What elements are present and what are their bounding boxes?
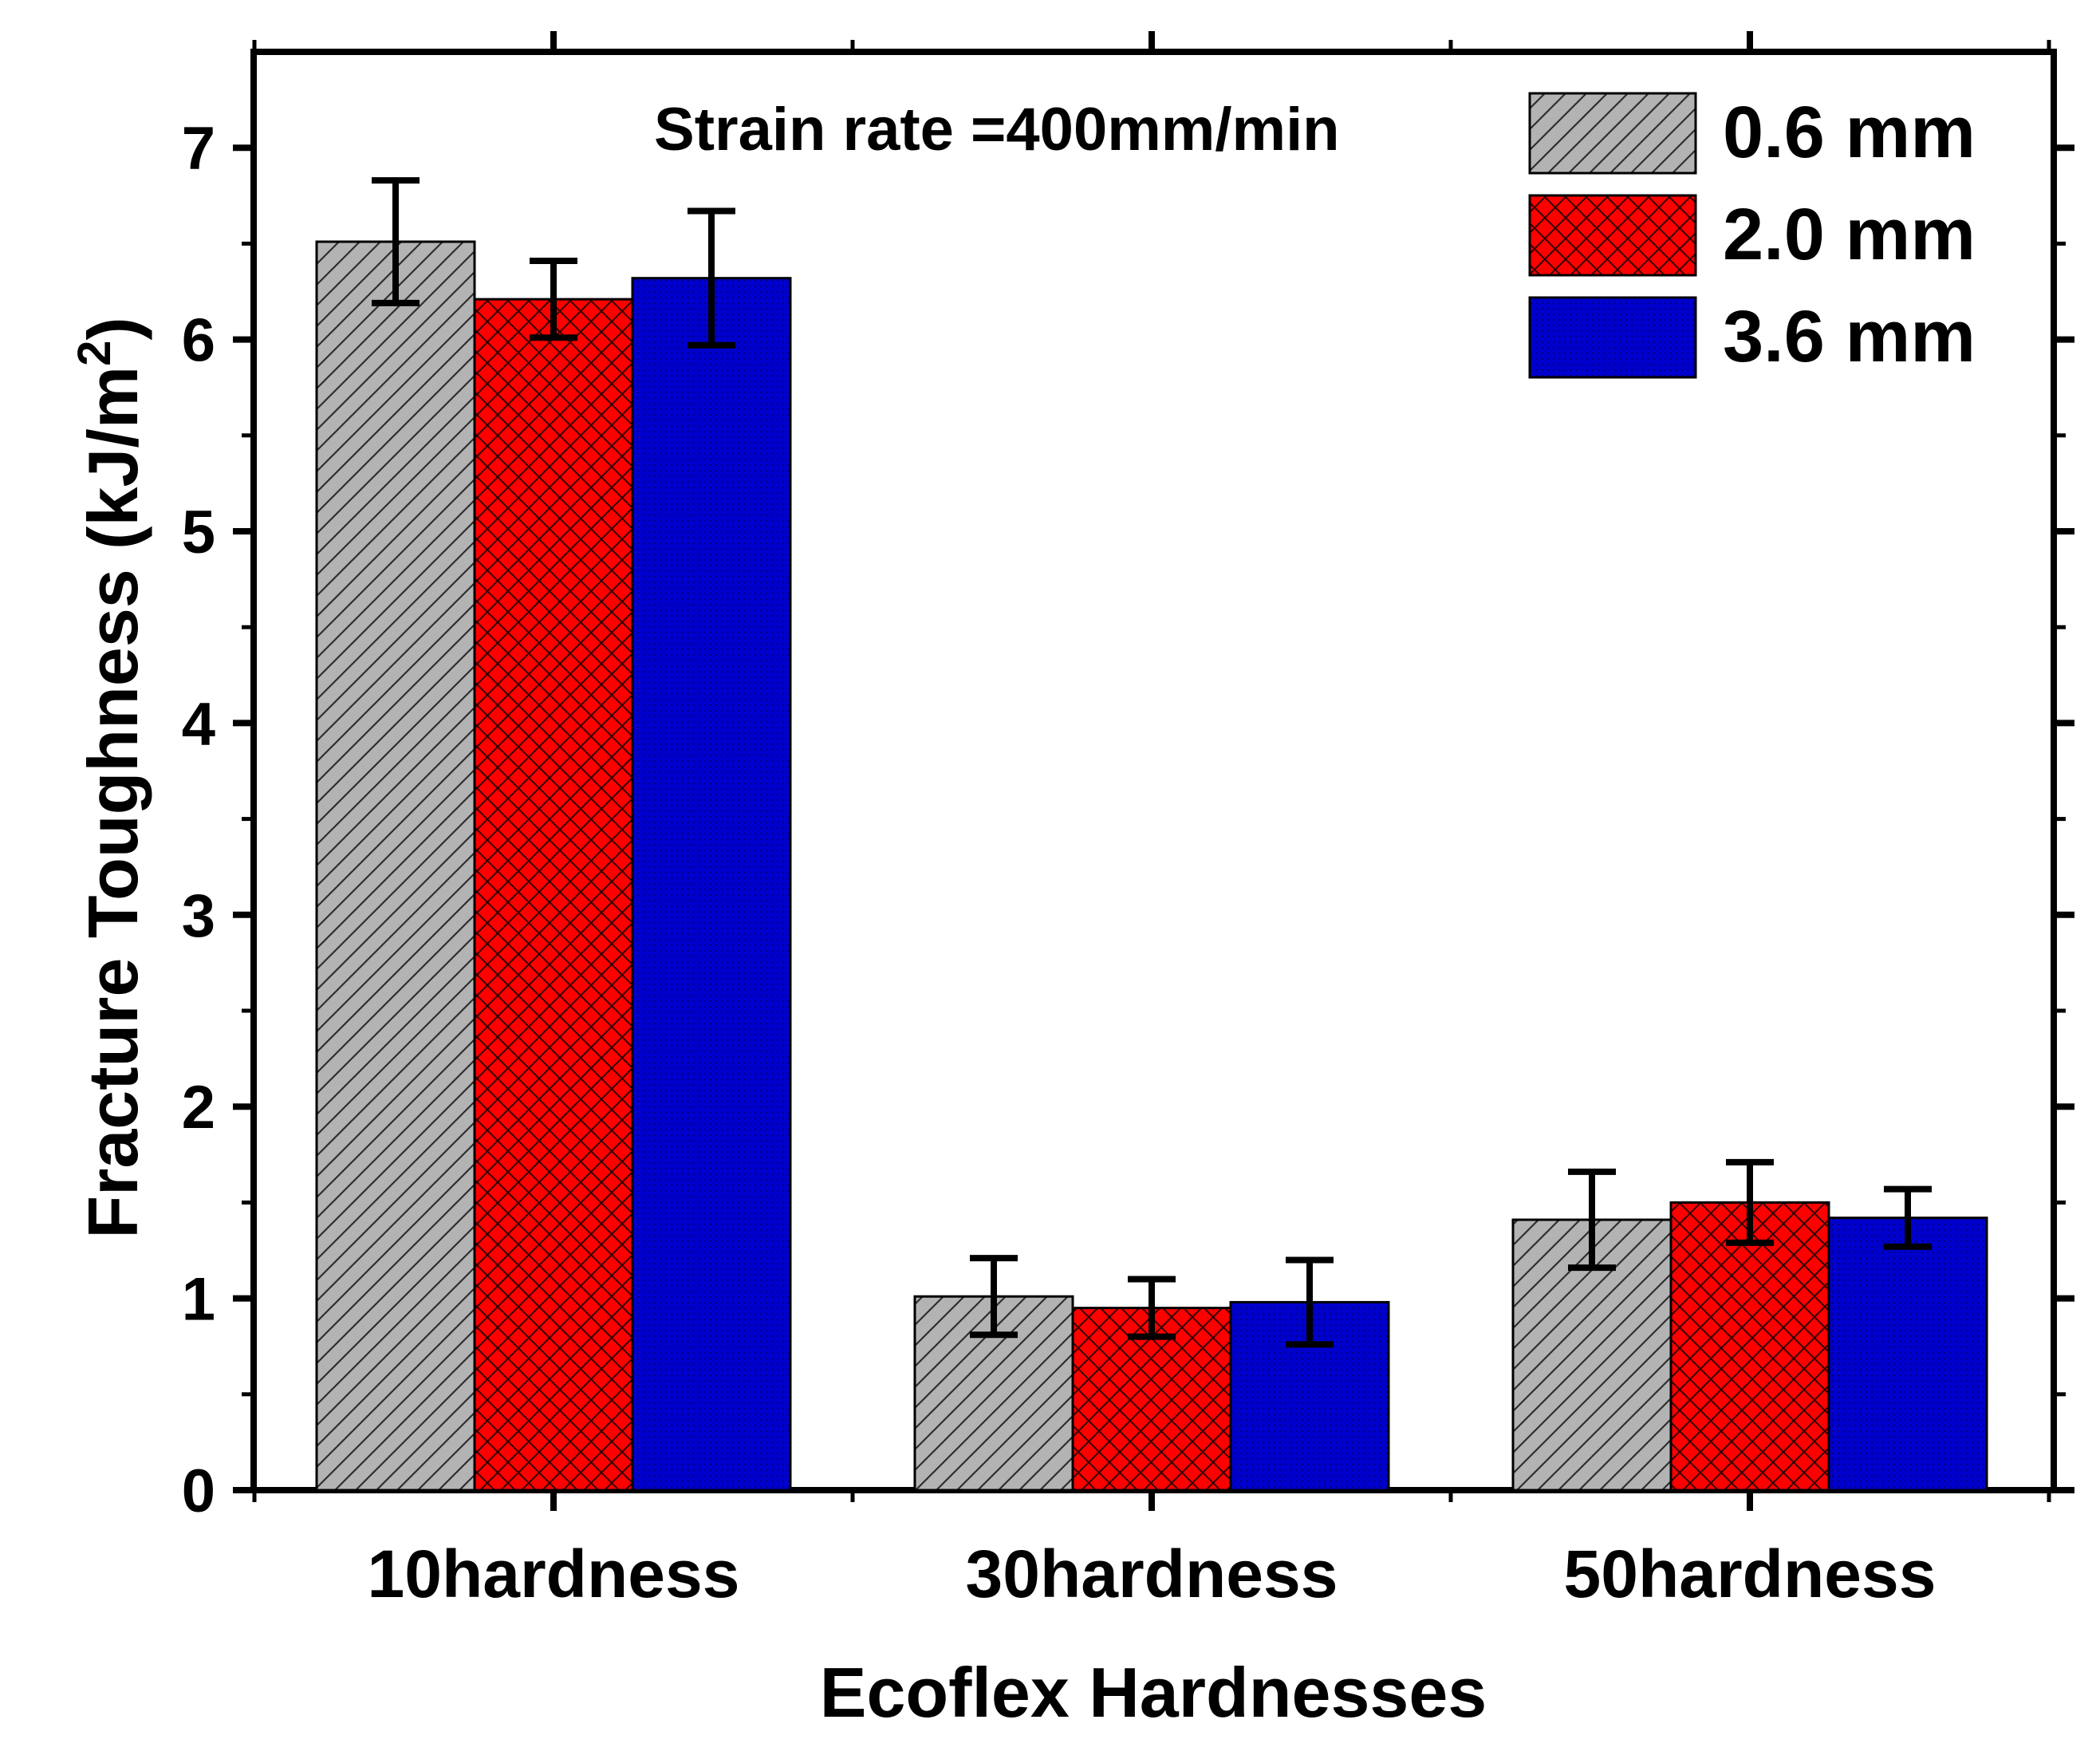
x-category-label: 30hardness: [966, 1536, 1338, 1611]
y-tick-label: 0: [182, 1457, 215, 1525]
bar-series: [315, 240, 1988, 1492]
y-axis-title-superscript: 2: [69, 341, 120, 366]
bar-3_6mm-50hardness: [1827, 1217, 1988, 1492]
legend-swatch-1: [1528, 194, 1697, 277]
y-tick-label: 5: [182, 499, 215, 566]
y-axis-title-main: Fracture Toughness (kJ/m: [73, 366, 152, 1239]
y-axis: 0 1 2 3 4 5 6 7: [182, 115, 2074, 1525]
y-tick-label: 2: [182, 1074, 215, 1142]
y-tick-label: 4: [182, 690, 215, 758]
legend-label-2: 3.6 mm: [1723, 296, 1976, 377]
legend-swatch-2: [1528, 296, 1697, 379]
legend-swatch-0: [1528, 92, 1697, 175]
y-axis-title-suffix: ): [73, 317, 152, 340]
bar-3_6mm-10hardness: [631, 277, 792, 1492]
legend-label-0: 0.6 mm: [1723, 92, 1976, 173]
x-category-label: 50hardness: [1564, 1536, 1936, 1611]
y-tick-label: 6: [182, 307, 215, 375]
y-axis-title: Fracture Toughness (kJ/m2): [69, 317, 152, 1238]
error-bars: [372, 177, 1932, 1348]
legend: 0.6 mm 2.0 mm 3.6 mm: [1528, 92, 1976, 379]
y-tick-label: 3: [182, 882, 215, 950]
category-labels: 10hardness 30hardness 50hardness: [368, 1536, 1936, 1611]
strain-rate-annotation: Strain rate =400mm/min: [654, 96, 1340, 164]
x-axis-title: Ecoflex Hardnesses: [820, 1653, 1487, 1732]
legend-label-1: 2.0 mm: [1723, 194, 1976, 275]
bar-2_0mm-10hardness: [473, 298, 634, 1492]
y-tick-label: 7: [182, 115, 215, 183]
x-category-label: 10hardness: [368, 1536, 740, 1611]
x-axis: [252, 31, 2051, 1511]
y-tick-label: 1: [182, 1266, 215, 1334]
bar-0_6mm-10hardness: [315, 240, 476, 1492]
